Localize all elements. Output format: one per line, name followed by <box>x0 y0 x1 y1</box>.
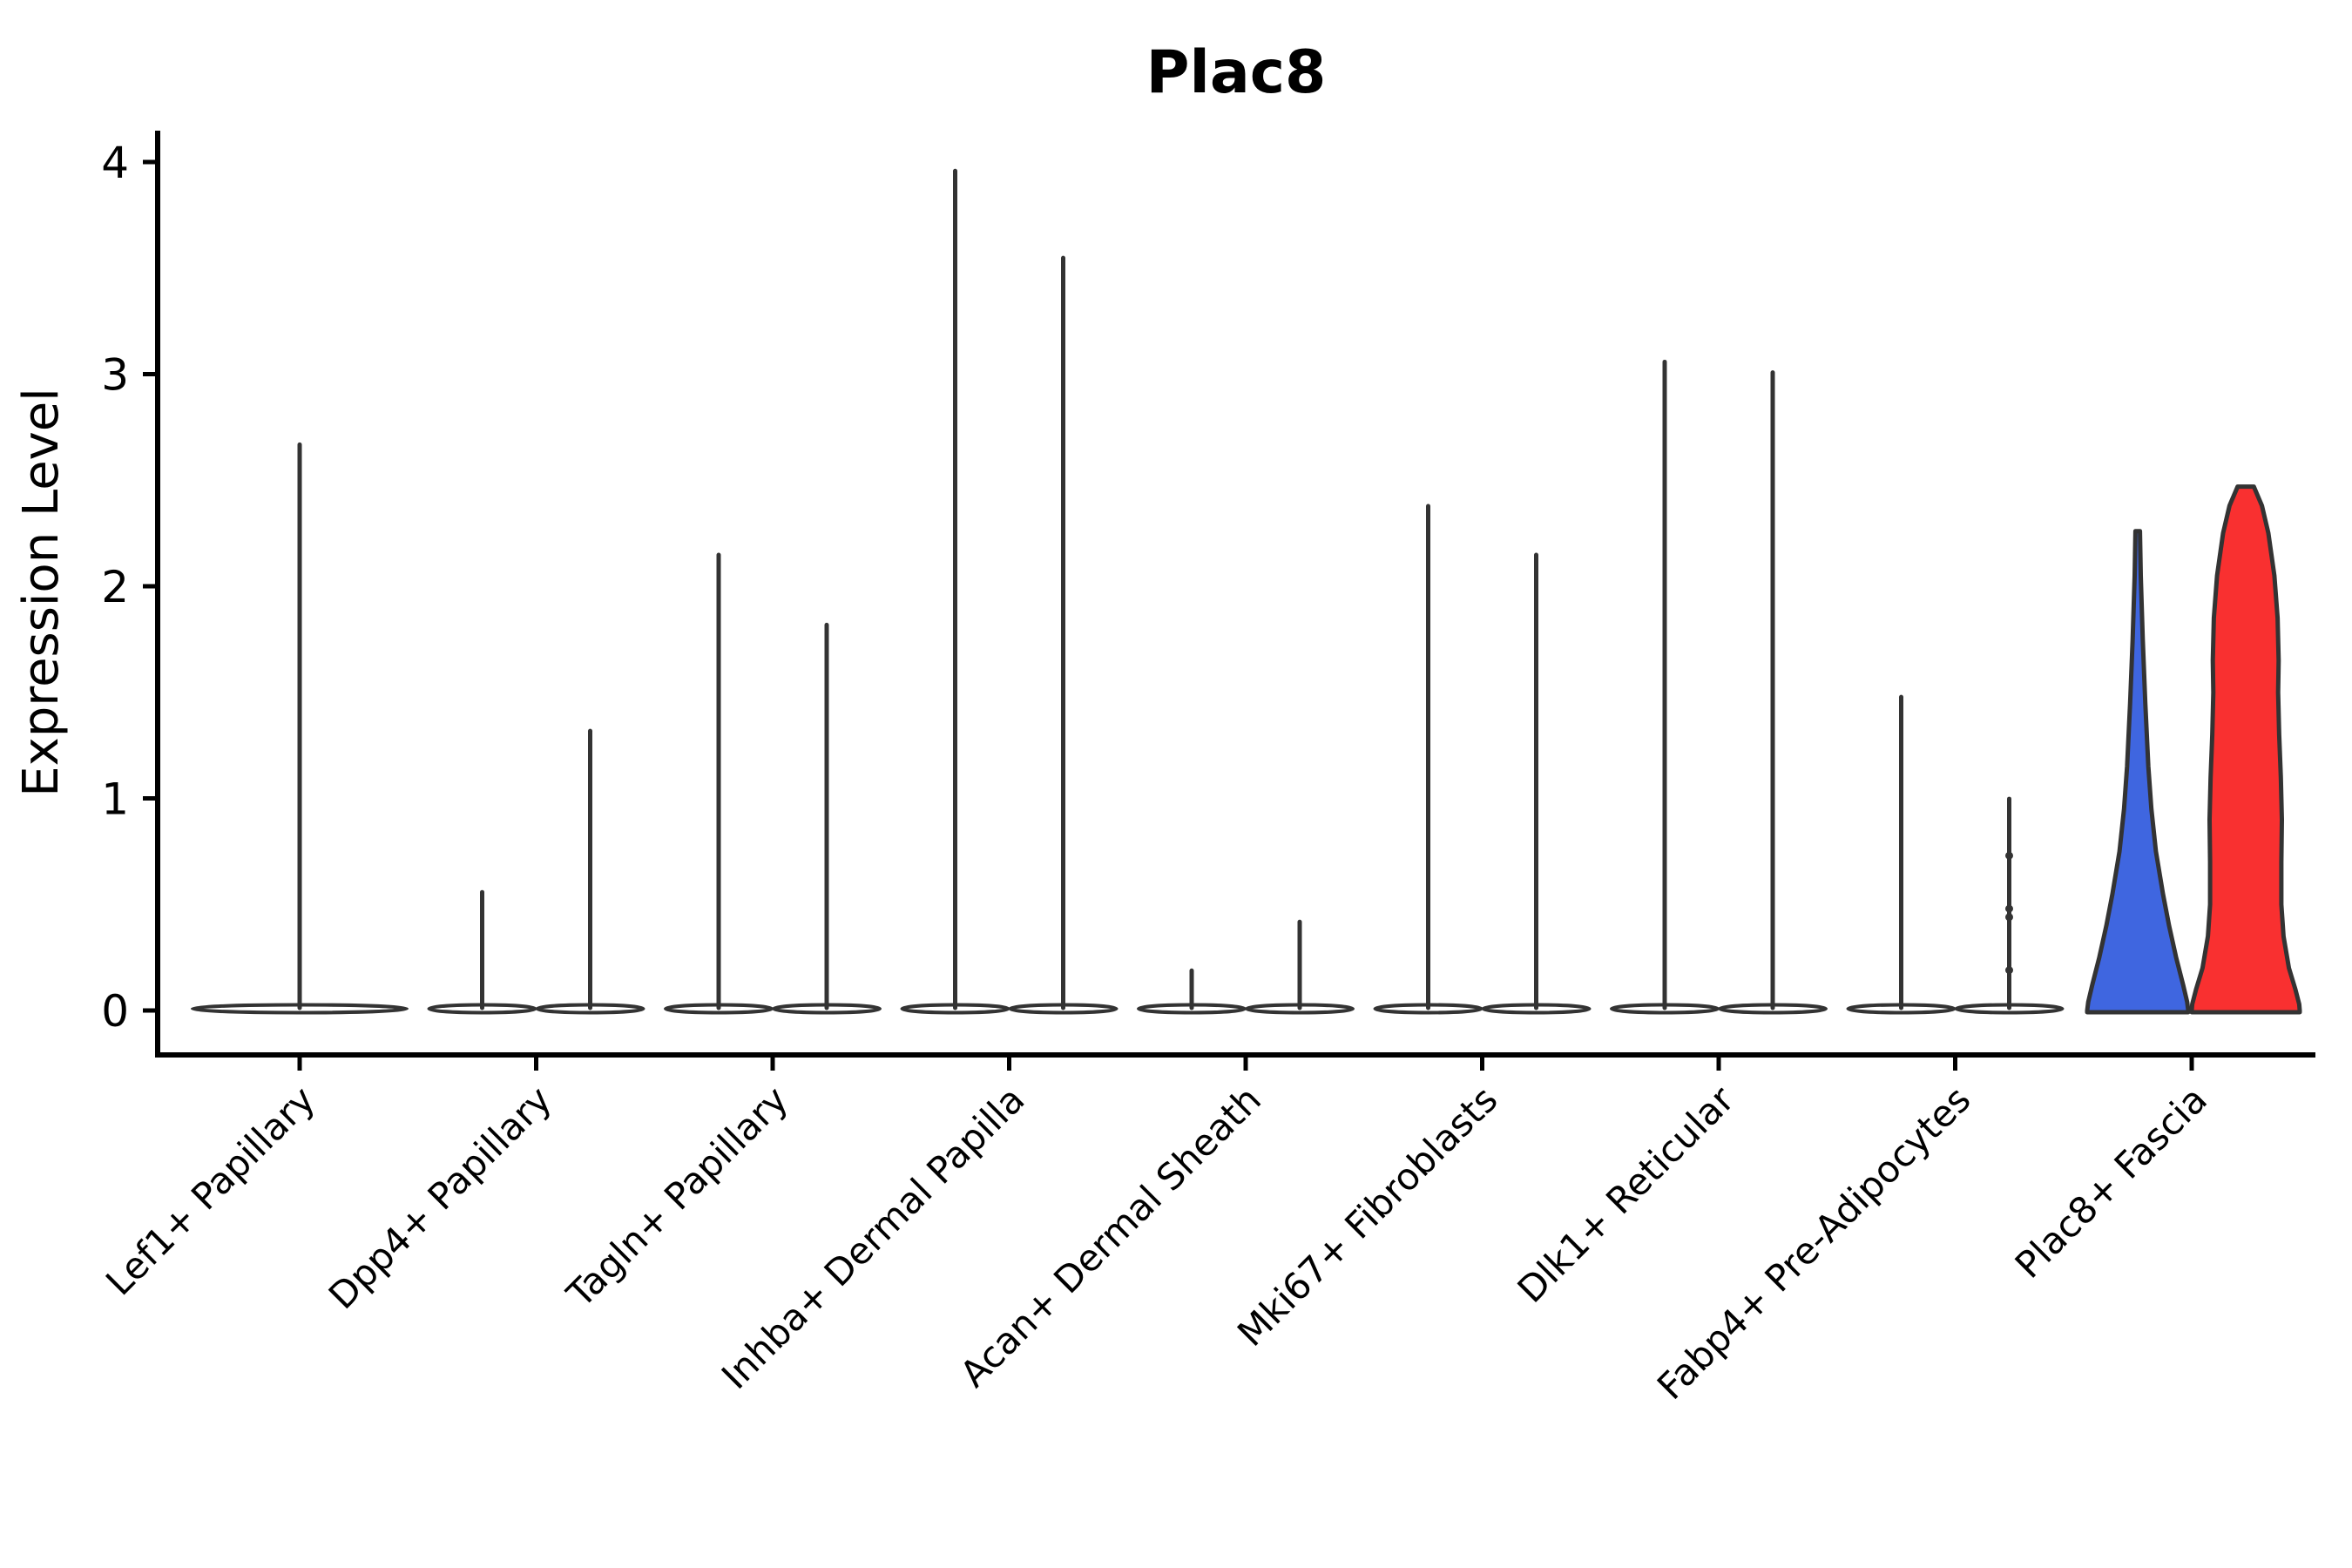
x-tick-label-dlk1-reticular: Dlk1+ Reticular <box>1510 1078 1743 1311</box>
x-tick-label-tagln-papillary: Tagln+ Papillary <box>558 1078 796 1315</box>
y-tick-label-4: 4 <box>101 138 129 188</box>
x-tick-label-dpp4-papillary: Dpp4+ Papillary <box>321 1078 560 1317</box>
x-tick-label-mki67-fibroblasts: Mki67+ Fibroblasts <box>1229 1078 1505 1354</box>
y-tick-label-2: 2 <box>101 562 129 612</box>
y-tick-label-3: 3 <box>101 350 129 401</box>
y-tick-label-0: 0 <box>101 986 129 1037</box>
jitter-dot <box>2005 966 2013 975</box>
y-tick-label-1: 1 <box>101 774 129 825</box>
y-axis-label: Expression Level <box>13 388 70 797</box>
plot-title: Plac8 <box>1146 38 1327 107</box>
jitter-dot <box>2005 904 2013 913</box>
violin-layer <box>191 168 2302 1015</box>
x-tick-label-lef1-papillary: Lef1+ Papillary <box>98 1078 323 1303</box>
x-tick-label-plac8-fascia: Plac8+ Fascia <box>2007 1078 2215 1286</box>
violin-shape-plac8-fascia-right <box>2189 484 2302 1015</box>
violin-shape-plac8-fascia-left <box>2085 529 2191 1015</box>
jitter-dot <box>2005 913 2013 922</box>
jitter-dot <box>2005 851 2013 860</box>
